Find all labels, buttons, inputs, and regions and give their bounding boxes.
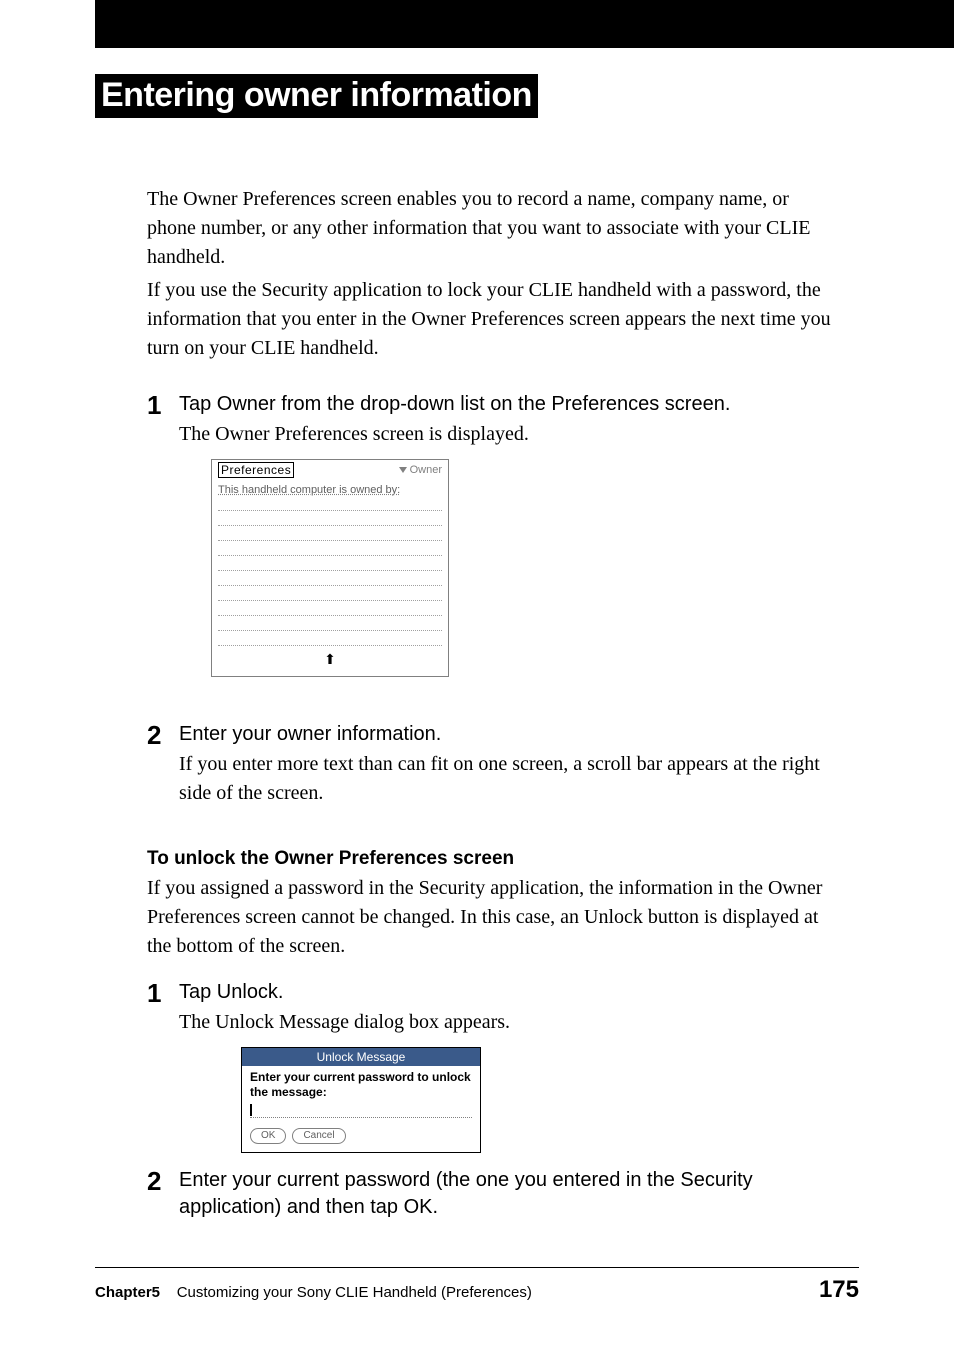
input-line[interactable]: [218, 635, 442, 646]
intro-paragraph-1: The Owner Preferences screen enables you…: [147, 185, 835, 272]
prefs-body-label: This handheld computer is owned by:: [218, 484, 442, 496]
password-input[interactable]: [250, 1104, 472, 1118]
input-line[interactable]: [218, 515, 442, 526]
unlock-dialog-body: Enter your current password to unlock th…: [242, 1066, 480, 1152]
cancel-button[interactable]: Cancel: [292, 1128, 345, 1144]
step-body: Enter your owner information. If you ent…: [179, 721, 835, 808]
input-line[interactable]: [218, 500, 442, 511]
input-line[interactable]: [218, 605, 442, 616]
step-description: The Owner Preferences screen is displaye…: [179, 420, 835, 449]
input-line[interactable]: [218, 545, 442, 556]
page-title-text: Entering owner information: [95, 74, 538, 118]
step-heading: Enter your owner information.: [179, 721, 835, 748]
step-body: Tap Unlock. The Unlock Message dialog bo…: [179, 979, 835, 1153]
unlock-button-row: OK Cancel: [250, 1128, 472, 1144]
step-1: 1 Tap Owner from the drop-down list on t…: [147, 391, 835, 677]
intro-text: The Owner Preferences screen enables you…: [95, 185, 859, 363]
input-line[interactable]: [218, 620, 442, 631]
step-description: If you enter more text than can fit on o…: [179, 750, 835, 808]
footer-title: Customizing your Sony CLIE Handheld (Pre…: [177, 1284, 532, 1301]
step-description: The Unlock Message dialog box appears.: [179, 1008, 835, 1037]
page-footer: Chapter5 Customizing your Sony CLIE Hand…: [95, 1267, 859, 1304]
step-number: 2: [147, 721, 169, 808]
prefs-footer: ⬆: [218, 650, 442, 670]
prefs-title-left: Preferences: [218, 462, 294, 478]
unlock-step-2: 2 Enter your current password (the one y…: [147, 1167, 835, 1221]
input-line[interactable]: [218, 575, 442, 586]
step-heading: Tap Unlock.: [179, 979, 835, 1006]
footer-chapter: Chapter5: [95, 1284, 160, 1301]
ok-button[interactable]: OK: [250, 1128, 286, 1144]
step-body: Tap Owner from the drop-down list on the…: [179, 391, 835, 677]
page-title: Entering owner information: [95, 76, 859, 115]
step-number: 1: [147, 391, 169, 677]
unlock-heading: To unlock the Owner Preferences screen: [147, 848, 835, 870]
unlock-body-text: If you assigned a password in the Securi…: [147, 874, 835, 961]
input-line[interactable]: [218, 590, 442, 601]
unlock-dialog-screenshot: Unlock Message Enter your current passwo…: [241, 1047, 481, 1153]
input-line[interactable]: [218, 560, 442, 571]
step-heading: Tap Owner from the drop-down list on the…: [179, 391, 835, 418]
footer-page-number: 175: [819, 1276, 859, 1304]
steps-section-1: 1 Tap Owner from the drop-down list on t…: [95, 391, 859, 808]
prefs-titlebar: Preferences Owner: [212, 460, 448, 480]
prefs-dropdown[interactable]: Owner: [399, 464, 442, 476]
header-black-bar: [95, 0, 954, 48]
input-line[interactable]: [218, 530, 442, 541]
unlock-section: To unlock the Owner Preferences screen I…: [95, 848, 859, 1221]
prefs-body: This handheld computer is owned by: ⬆: [212, 480, 448, 676]
step-2: 2 Enter your owner information. If you e…: [147, 721, 835, 808]
unlock-dialog-title: Unlock Message: [242, 1048, 480, 1066]
cursor-icon: [250, 1104, 252, 1116]
preferences-screenshot: Preferences Owner This handheld computer…: [211, 459, 449, 677]
unlock-prompt: Enter your current password to unlock th…: [250, 1070, 472, 1100]
prefs-dropdown-label: Owner: [410, 464, 442, 476]
scroll-up-icon[interactable]: ⬆: [324, 652, 336, 669]
footer-left: Chapter5 Customizing your Sony CLIE Hand…: [95, 1284, 532, 1301]
page-content: Entering owner information The Owner Pre…: [0, 48, 954, 1221]
intro-paragraph-2: If you use the Security application to l…: [147, 276, 835, 363]
step-number: 2: [147, 1167, 169, 1221]
step-number: 1: [147, 979, 169, 1153]
step-heading: Enter your current password (the one you…: [179, 1167, 835, 1221]
step-body: Enter your current password (the one you…: [179, 1167, 835, 1221]
unlock-step-1: 1 Tap Unlock. The Unlock Message dialog …: [147, 979, 835, 1153]
